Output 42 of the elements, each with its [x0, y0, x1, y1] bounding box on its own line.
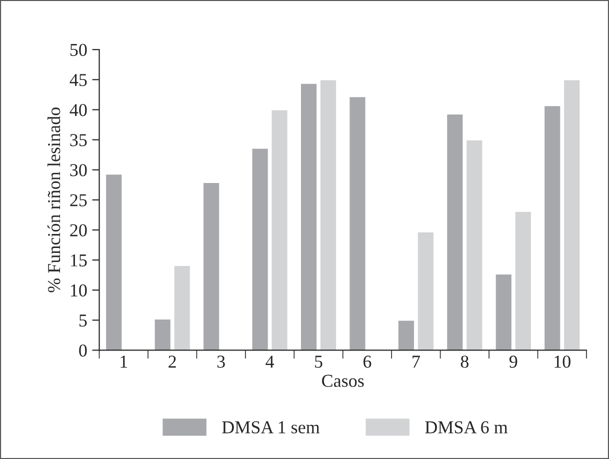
- bar: [154, 320, 170, 350]
- x-tick-label: 3: [217, 356, 225, 368]
- y-tick-label: 25: [70, 194, 87, 206]
- bar: [418, 232, 434, 350]
- x-tick-label: 5: [315, 356, 322, 368]
- bar: [252, 148, 268, 350]
- bar: [544, 106, 560, 350]
- x-tick-label: 8: [460, 356, 468, 368]
- bar: [447, 114, 463, 350]
- legend-label: DMSA 1 sem: [222, 421, 320, 434]
- x-tick-label: 7: [412, 356, 420, 368]
- x-tick-label: 4: [266, 356, 274, 368]
- bar: [272, 110, 288, 350]
- x-tick-label: 10: [554, 356, 570, 368]
- bar: [466, 140, 482, 350]
- x-tick-label: 1: [120, 356, 128, 368]
- y-tick-label: 35: [70, 134, 87, 146]
- x-axis-title: Casos: [322, 374, 364, 387]
- x-tick-label: 9: [509, 356, 518, 368]
- y-tick-label: 45: [70, 74, 87, 86]
- bar: [320, 80, 336, 350]
- y-tick-label: 5: [79, 314, 87, 327]
- bar: [174, 266, 190, 350]
- y-tick-label: 20: [70, 224, 87, 236]
- bar: [515, 212, 531, 350]
- y-tick-label: 0: [79, 344, 87, 357]
- y-tick-label: 15: [70, 254, 87, 266]
- y-tick-label: 50: [70, 44, 87, 56]
- x-tick-label: 2: [168, 356, 176, 368]
- y-tick-label: 10: [70, 284, 87, 297]
- bar: [300, 84, 317, 350]
- x-tick-label: 6: [363, 356, 372, 368]
- bar: [564, 80, 580, 350]
- y-tick-label: 30: [70, 164, 87, 176]
- bar: [106, 174, 122, 350]
- legend-label: DMSA 6 m: [425, 421, 508, 434]
- bar: [350, 97, 366, 350]
- y-axis-title: % Función riñon lesinado: [47, 108, 60, 292]
- bar: [398, 320, 414, 350]
- bar: [496, 274, 512, 350]
- bar: [204, 183, 220, 350]
- y-tick-label: 40: [70, 104, 87, 116]
